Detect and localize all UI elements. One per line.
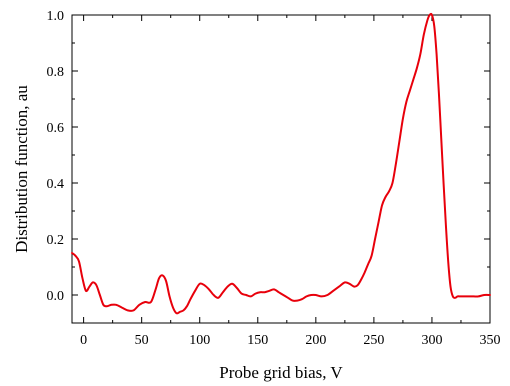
y-tick-label: 0.6 (47, 121, 65, 136)
plot-frame (71, 14, 491, 324)
x-axis-title: Probe grid bias, V (219, 363, 343, 382)
x-tick-label: 100 (189, 333, 210, 348)
series-line (71, 12, 491, 315)
ticks (72, 14, 491, 324)
x-tick-label: 350 (480, 333, 501, 348)
x-tick-label: 0 (80, 333, 87, 348)
x-tick-label: 50 (135, 333, 149, 348)
tick-labels: 0 50 100 150 200 250 300 350 0.0 0.2 0.4 0.6 0.8 1.0 (47, 9, 501, 348)
x-tick-label: 200 (305, 333, 326, 348)
y-tick-label: 0.4 (47, 177, 65, 192)
x-tick-label: 300 (421, 333, 442, 348)
x-tick-label: 150 (247, 333, 268, 348)
y-tick-label: 0.2 (47, 233, 65, 248)
y-tick-label: 1.0 (47, 9, 65, 24)
y-axis-title: Distribution function, au (12, 85, 31, 253)
y-tick-label: 0.8 (47, 65, 65, 80)
y-tick-label: 0.0 (47, 289, 65, 304)
x-tick-label: 250 (363, 333, 384, 348)
